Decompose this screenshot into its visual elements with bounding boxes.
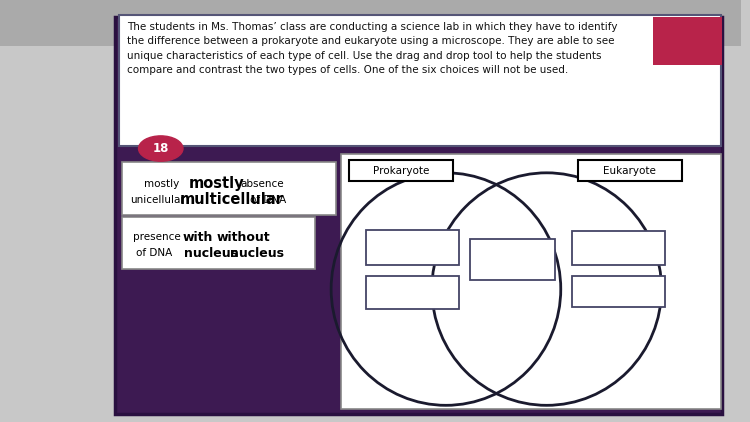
Text: nucleus: nucleus — [230, 247, 284, 260]
Text: unicellular: unicellular — [130, 195, 184, 205]
Text: The students in Ms. Thomas’ class are conducting a science lab in which they hav: The students in Ms. Thomas’ class are co… — [128, 22, 618, 75]
Text: of DNA: of DNA — [136, 248, 172, 258]
FancyBboxPatch shape — [122, 162, 335, 215]
FancyBboxPatch shape — [578, 160, 682, 181]
Text: without: without — [216, 231, 270, 243]
Text: mostly: mostly — [145, 179, 180, 189]
Text: multicellular: multicellular — [179, 192, 284, 207]
FancyBboxPatch shape — [340, 154, 721, 409]
FancyBboxPatch shape — [349, 160, 452, 181]
FancyBboxPatch shape — [572, 276, 665, 307]
Text: presence: presence — [134, 232, 181, 242]
Text: of DNA: of DNA — [250, 195, 286, 205]
FancyBboxPatch shape — [115, 17, 722, 414]
Text: nucleus: nucleus — [184, 247, 238, 260]
FancyBboxPatch shape — [118, 15, 721, 146]
Text: Eukaryote: Eukaryote — [603, 166, 656, 176]
FancyBboxPatch shape — [0, 0, 741, 46]
FancyBboxPatch shape — [366, 230, 459, 265]
FancyBboxPatch shape — [366, 276, 459, 309]
Text: 18: 18 — [152, 142, 169, 155]
Text: with: with — [183, 231, 213, 243]
Circle shape — [139, 136, 183, 161]
Text: Prokaryote: Prokaryote — [373, 166, 429, 176]
FancyBboxPatch shape — [653, 17, 722, 65]
FancyBboxPatch shape — [470, 239, 555, 280]
FancyBboxPatch shape — [122, 217, 315, 269]
FancyBboxPatch shape — [572, 231, 665, 265]
Text: absence: absence — [241, 179, 284, 189]
Text: mostly: mostly — [189, 176, 244, 191]
